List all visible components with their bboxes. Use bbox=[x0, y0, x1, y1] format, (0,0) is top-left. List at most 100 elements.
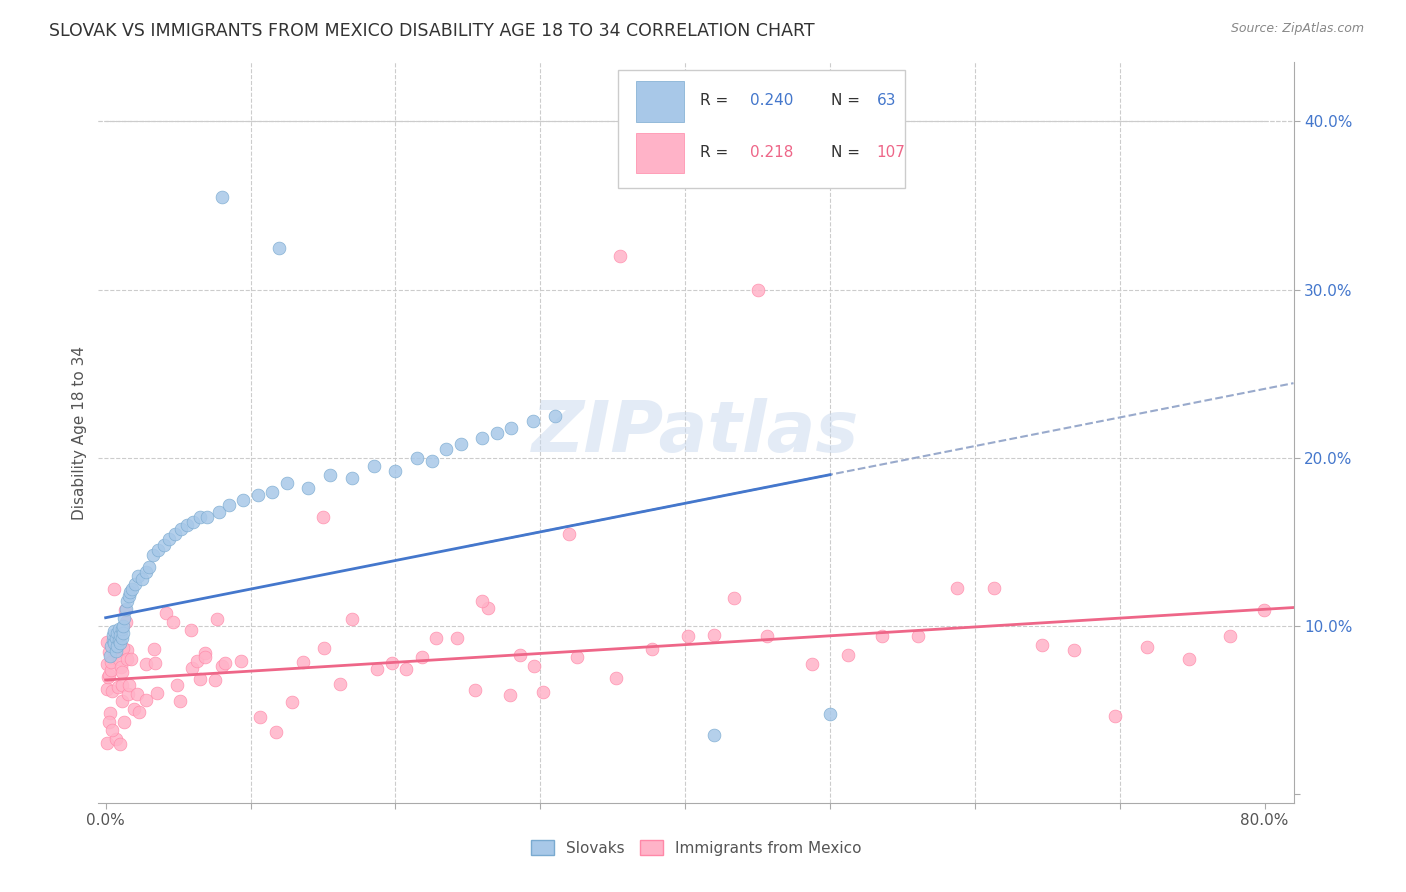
Point bbox=[411, 650, 433, 665]
Point bbox=[115, 652, 138, 666]
Point bbox=[98, 649, 121, 664]
Point bbox=[837, 648, 859, 663]
Point bbox=[110, 623, 132, 637]
Point bbox=[531, 684, 554, 698]
Point bbox=[1253, 602, 1275, 616]
Legend: Slovaks, Immigrants from Mexico: Slovaks, Immigrants from Mexico bbox=[524, 834, 868, 862]
Point bbox=[110, 627, 132, 641]
Point bbox=[676, 629, 699, 643]
Point bbox=[138, 560, 160, 574]
Point bbox=[112, 641, 135, 656]
Point bbox=[818, 706, 841, 721]
Point bbox=[747, 283, 769, 297]
Point bbox=[127, 687, 149, 701]
Point bbox=[96, 682, 118, 697]
Point bbox=[117, 594, 139, 608]
Point bbox=[946, 581, 969, 595]
Point bbox=[703, 627, 725, 641]
Point bbox=[983, 582, 1005, 596]
Point bbox=[100, 723, 122, 738]
Point bbox=[128, 705, 150, 719]
Point bbox=[211, 190, 233, 204]
Point bbox=[1104, 708, 1126, 723]
Point bbox=[204, 673, 226, 687]
Point bbox=[1063, 643, 1085, 657]
Point bbox=[142, 641, 165, 656]
Point bbox=[118, 677, 141, 691]
Point bbox=[131, 572, 153, 586]
Point bbox=[249, 710, 271, 724]
Point bbox=[146, 686, 169, 700]
Point bbox=[340, 612, 363, 626]
Point bbox=[756, 628, 779, 642]
Point bbox=[166, 678, 188, 692]
Text: Source: ZipAtlas.com: Source: ZipAtlas.com bbox=[1230, 22, 1364, 36]
Point bbox=[211, 659, 233, 673]
Point bbox=[523, 659, 546, 673]
Point bbox=[107, 680, 129, 694]
Point bbox=[96, 657, 118, 671]
Point bbox=[162, 615, 184, 630]
Point bbox=[471, 431, 494, 445]
Point bbox=[124, 577, 146, 591]
Point bbox=[112, 625, 135, 640]
Point bbox=[522, 414, 544, 428]
Point bbox=[105, 625, 128, 640]
Point bbox=[188, 673, 211, 687]
Point bbox=[641, 641, 664, 656]
Point bbox=[609, 249, 631, 263]
Point bbox=[170, 522, 193, 536]
Point bbox=[107, 623, 129, 637]
Point bbox=[103, 648, 125, 662]
Point bbox=[122, 702, 145, 716]
Text: 63: 63 bbox=[876, 94, 896, 109]
Y-axis label: Disability Age 18 to 34: Disability Age 18 to 34 bbox=[72, 345, 87, 520]
Point bbox=[96, 736, 118, 750]
Point bbox=[246, 488, 269, 502]
Point bbox=[501, 420, 523, 434]
Point bbox=[1178, 652, 1201, 666]
Point bbox=[165, 526, 187, 541]
Point bbox=[450, 437, 472, 451]
Point bbox=[96, 635, 118, 649]
Point bbox=[446, 631, 468, 645]
Bar bbox=[637, 81, 685, 121]
Point bbox=[143, 657, 166, 671]
Point bbox=[262, 484, 284, 499]
Point bbox=[104, 644, 127, 658]
Point bbox=[115, 615, 138, 629]
Point bbox=[121, 652, 143, 666]
Text: R =: R = bbox=[700, 94, 733, 109]
Point bbox=[329, 676, 352, 690]
Point bbox=[264, 724, 287, 739]
Point bbox=[471, 594, 494, 608]
Point bbox=[110, 631, 132, 645]
Point bbox=[103, 636, 125, 650]
Point bbox=[100, 655, 122, 669]
Point bbox=[312, 509, 335, 524]
Point bbox=[872, 629, 894, 643]
Point bbox=[121, 582, 143, 596]
Text: SLOVAK VS IMMIGRANTS FROM MEXICO DISABILITY AGE 18 TO 34 CORRELATION CHART: SLOVAK VS IMMIGRANTS FROM MEXICO DISABIL… bbox=[49, 22, 815, 40]
Point bbox=[114, 610, 136, 624]
Point bbox=[544, 409, 567, 423]
Point bbox=[907, 629, 929, 643]
Point bbox=[169, 694, 191, 708]
Point bbox=[111, 665, 134, 679]
Point bbox=[214, 656, 236, 670]
Point bbox=[420, 454, 443, 468]
Text: R =: R = bbox=[700, 145, 733, 161]
Point bbox=[463, 682, 485, 697]
Point bbox=[114, 603, 136, 617]
Point bbox=[107, 632, 129, 647]
Point bbox=[118, 589, 141, 603]
Point bbox=[406, 450, 429, 465]
Point bbox=[208, 505, 231, 519]
Point bbox=[297, 481, 319, 495]
Point bbox=[105, 640, 128, 654]
Point bbox=[195, 509, 218, 524]
Point bbox=[127, 568, 149, 582]
Point bbox=[292, 655, 315, 669]
Point bbox=[117, 687, 139, 701]
Point bbox=[319, 467, 342, 482]
